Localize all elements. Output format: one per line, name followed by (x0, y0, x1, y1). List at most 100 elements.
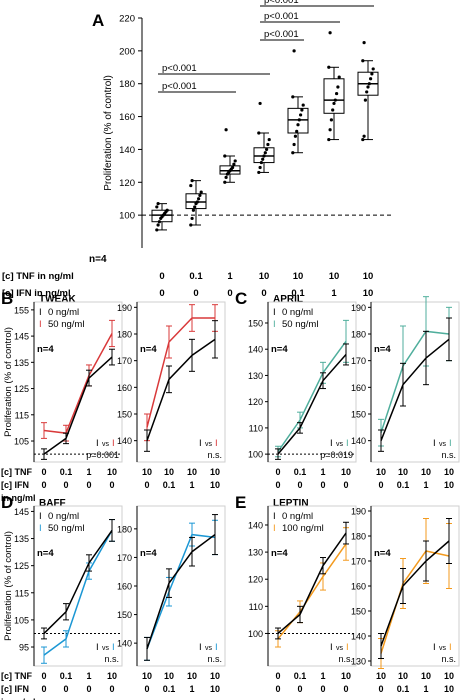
row-label: [c] TNF (1, 467, 32, 477)
x-tick-ifn: 0 (297, 480, 302, 490)
data-point (367, 82, 371, 86)
x-tick-ifn: 10 (444, 684, 454, 694)
legend-icon-color: I (449, 438, 452, 449)
data-point (157, 220, 161, 224)
data-point (362, 134, 366, 138)
x-tick-tnf: 10 (293, 271, 304, 282)
x-tick-tnf: 10 (444, 671, 454, 681)
x-tick-ifn: 1 (189, 684, 194, 694)
x-tick-ifn: 0 (63, 480, 68, 490)
data-point (257, 170, 261, 175)
data-point (193, 205, 197, 209)
plot-frame (136, 301, 226, 463)
legend-vs: vs (439, 441, 447, 448)
y-tick-label: 105 (14, 615, 29, 625)
x-tick-ifn: 0 (378, 480, 383, 490)
data-point (295, 129, 299, 133)
legend-icon-black: I (433, 438, 436, 449)
n-label: n=4 (140, 548, 157, 559)
y-tick-label: 160 (351, 383, 366, 393)
x-tick-ifn: 0 (227, 288, 232, 299)
legend-icon-black: I (96, 642, 99, 653)
legend-icon-black: I (330, 438, 333, 449)
x-tick-tnf: 10 (398, 671, 408, 681)
x-tick-ifn: 0 (320, 684, 325, 694)
data-point (258, 101, 262, 106)
legend-label: 50 ng/ml (282, 319, 318, 330)
legend-vs: vs (336, 645, 344, 652)
legend-icon-color: I (449, 642, 452, 653)
data-point (299, 113, 303, 117)
y-tick-label: 140 (351, 632, 366, 642)
data-point (195, 200, 199, 204)
y-tick-label: 160 (117, 582, 132, 592)
y-tick-label: 155 (14, 305, 29, 315)
data-point (292, 49, 296, 53)
panel-letter: B (1, 289, 13, 308)
legend-icon-black: I (39, 307, 42, 318)
data-point (363, 98, 367, 102)
x-tick-tnf: 10 (210, 671, 220, 681)
y-tick-label: 190 (117, 303, 132, 313)
series-line (277, 340, 347, 452)
data-point (292, 142, 296, 147)
y-tick-label: 115 (15, 410, 29, 420)
data-point (258, 165, 262, 170)
x-tick-ifn: 0.1 (397, 684, 410, 694)
series-line (277, 353, 347, 455)
x-tick-tnf: 10 (142, 671, 152, 681)
data-point (362, 41, 366, 45)
x-tick-tnf: 10 (107, 467, 117, 477)
x-tick-ifn: 0 (41, 480, 46, 490)
x-tick-tnf: 10 (398, 467, 408, 477)
y-tick-label: 100 (248, 629, 263, 639)
legend-vs: vs (205, 645, 213, 652)
p-value: n.s. (104, 654, 119, 664)
data-point (331, 108, 335, 112)
y-tick-label: 120 (119, 178, 135, 189)
x-tick-tnf: 10 (164, 467, 174, 477)
series-line (277, 532, 347, 635)
x-tick-ifn: 0 (63, 684, 68, 694)
legend-label: 50 ng/ml (48, 523, 84, 534)
series-line (146, 533, 216, 650)
panel-letter: E (235, 493, 246, 512)
row-label: [c] IFN in ng/ml (2, 288, 71, 299)
data-point (233, 159, 237, 163)
series-line (43, 356, 113, 455)
panel-letter: D (1, 493, 13, 512)
legend-vs: vs (102, 645, 110, 652)
x-tick-tnf: 0.1 (294, 467, 307, 477)
x-tick-ifn: 10 (210, 684, 220, 694)
p-value: p=0.019 (320, 450, 353, 460)
significance-label: p<0.001 (264, 29, 299, 40)
y-axis-label: Proliferation (% of control) (103, 75, 114, 191)
data-point (328, 31, 332, 35)
data-point (337, 75, 341, 79)
x-tick-tnf: 10 (376, 467, 386, 477)
x-tick-tnf: 0.1 (294, 671, 307, 681)
legend-label: 100 ng/ml (282, 523, 324, 534)
data-point (224, 128, 228, 132)
data-point (291, 95, 295, 99)
y-tick-label: 160 (351, 582, 366, 592)
data-point (224, 175, 228, 179)
data-point (232, 162, 236, 166)
data-point (335, 91, 339, 96)
legend-icon-black: I (330, 642, 333, 653)
x-tick-tnf: 10 (329, 271, 340, 282)
legend-label: 0 ng/ml (48, 307, 79, 318)
x-tick-ifn: 0 (343, 684, 348, 694)
x-tick-ifn: 0 (261, 288, 266, 299)
data-point (333, 98, 337, 102)
panel-b: B TWEAK I 0 ng/ml I 50 ng/ml 105 115 125 135 145 15… (1, 289, 226, 503)
y-tick-label: 100 (248, 450, 263, 460)
legend-label: 50 ng/ml (48, 319, 84, 330)
y-tick-label: 190 (351, 303, 366, 313)
data-point (327, 65, 331, 69)
data-point (257, 131, 261, 135)
significance-label: p<0.001 (264, 11, 299, 22)
x-tick-tnf: 10 (363, 271, 374, 282)
y-tick-label: 145 (14, 332, 29, 342)
